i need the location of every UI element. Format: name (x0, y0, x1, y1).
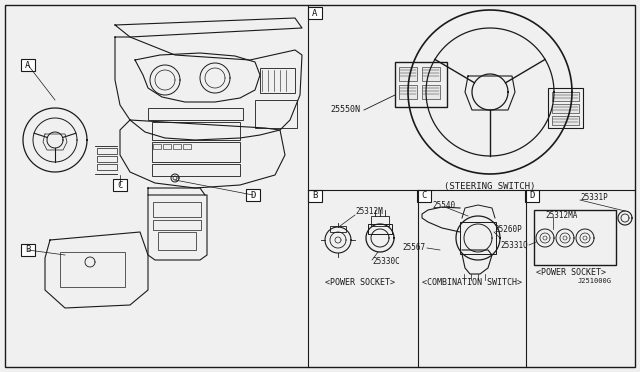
Bar (368, 224, 392, 234)
Bar (97, 148, 117, 154)
Bar (246, 189, 260, 201)
Bar (552, 92, 579, 101)
Bar (113, 179, 127, 191)
Text: B: B (312, 192, 317, 201)
Text: 25331Q: 25331Q (500, 241, 528, 250)
Text: D: D (250, 190, 256, 199)
Bar (417, 190, 431, 202)
Bar (21, 59, 35, 71)
Bar (152, 164, 240, 176)
Text: 25540: 25540 (432, 201, 455, 209)
Bar (97, 164, 117, 170)
Bar (534, 210, 616, 265)
Bar (158, 232, 196, 250)
Bar (97, 156, 117, 162)
Bar (183, 144, 191, 149)
Bar (21, 244, 35, 256)
Bar (308, 190, 322, 202)
Bar (525, 190, 539, 202)
Text: J251000G: J251000G (578, 278, 612, 284)
Bar (152, 142, 240, 162)
Bar (552, 116, 579, 125)
Text: 25312M: 25312M (355, 208, 383, 217)
Text: 25330C: 25330C (372, 257, 400, 266)
Text: (STEERING SWITCH): (STEERING SWITCH) (444, 182, 536, 191)
Text: 25312MA: 25312MA (545, 211, 577, 219)
Bar (330, 226, 346, 232)
Text: C: C (117, 180, 123, 189)
Bar (422, 67, 440, 81)
Text: 25550N: 25550N (330, 106, 360, 115)
Bar (255, 100, 297, 128)
Bar (371, 216, 389, 226)
Text: A: A (26, 61, 31, 70)
Bar (399, 67, 417, 81)
Text: 25331P: 25331P (580, 193, 608, 202)
Bar (422, 85, 440, 99)
Bar (60, 252, 125, 287)
Text: C: C (421, 192, 427, 201)
Bar (395, 62, 447, 107)
Bar (552, 104, 579, 113)
Bar (148, 108, 243, 120)
Text: B: B (26, 246, 31, 254)
Text: 25260P: 25260P (494, 225, 522, 234)
Text: A: A (312, 9, 317, 17)
Bar (163, 144, 171, 149)
Bar (153, 202, 201, 217)
Text: <POWER SOCKET>: <POWER SOCKET> (536, 268, 606, 277)
Bar (548, 88, 583, 128)
Bar (173, 144, 181, 149)
Text: <COMBINATION SWITCH>: <COMBINATION SWITCH> (422, 278, 522, 287)
Bar (260, 68, 295, 93)
Text: <POWER SOCKET>: <POWER SOCKET> (325, 278, 395, 287)
Text: 25567: 25567 (403, 244, 426, 253)
Bar (153, 144, 161, 149)
Bar (308, 7, 322, 19)
Bar (460, 222, 496, 254)
Bar (399, 85, 417, 99)
Bar (152, 122, 240, 140)
Bar (153, 220, 201, 230)
Text: D: D (529, 192, 534, 201)
